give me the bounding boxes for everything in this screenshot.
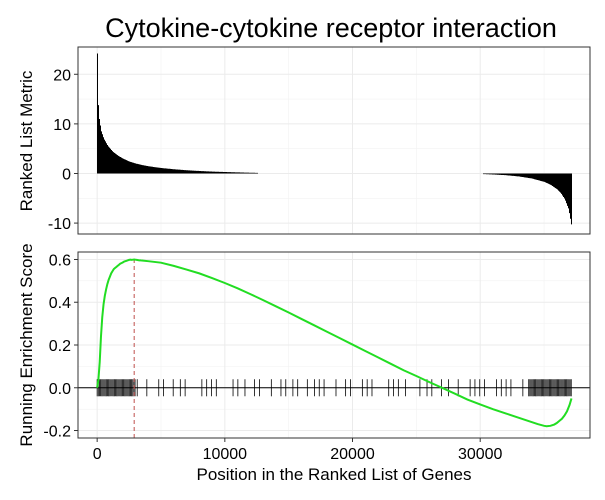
ranked-metric-panel-border [77, 46, 591, 235]
x-tick-label: 0 [93, 446, 102, 463]
y-tick-label: 0.4 [49, 295, 71, 312]
ranked-metric-panel-background [78, 47, 590, 234]
gene-set-hits [96, 379, 572, 397]
ranked-metric-y-axis: -10 0 10 20 [48, 67, 78, 233]
x-axis-title: Position in the Ranked List of Genes [197, 465, 472, 484]
chart-title: Cytokine-cytokine receptor interaction [105, 13, 557, 43]
enrichment-score-y-axis: -0.2 0.0 0.2 0.4 0.6 [43, 252, 78, 441]
x-tick-label: 20000 [330, 446, 375, 463]
y-tick-label: 0.0 [49, 381, 71, 398]
ranked-metric-bars [97, 53, 572, 225]
y-tick-label: 0.2 [49, 338, 71, 355]
y-tick-label: 0.6 [49, 252, 71, 269]
y-axis-title-ranked-metric: Ranked List Metric [17, 70, 36, 211]
x-tick-label: 10000 [203, 446, 248, 463]
x-tick-label: 30000 [458, 446, 503, 463]
y-tick-label: 20 [53, 67, 71, 84]
ranked-metric-panel: -10 0 10 20 [48, 46, 591, 235]
y-tick-label: -0.2 [43, 424, 71, 441]
y-axis-title-enrichment-score: Running Enrichment Score [17, 243, 36, 446]
enrichment-score-panel: -0.2 0.0 0.2 0.4 0.6 0 10000 20000 30000 [43, 251, 591, 463]
y-tick-label: 10 [53, 117, 71, 134]
y-tick-label: -10 [48, 216, 71, 233]
y-tick-label: 0 [62, 166, 71, 183]
x-axis: 0 10000 20000 30000 [93, 438, 503, 463]
enrichment-score-line [96, 258, 573, 428]
enrichment-score-grid [78, 252, 590, 438]
